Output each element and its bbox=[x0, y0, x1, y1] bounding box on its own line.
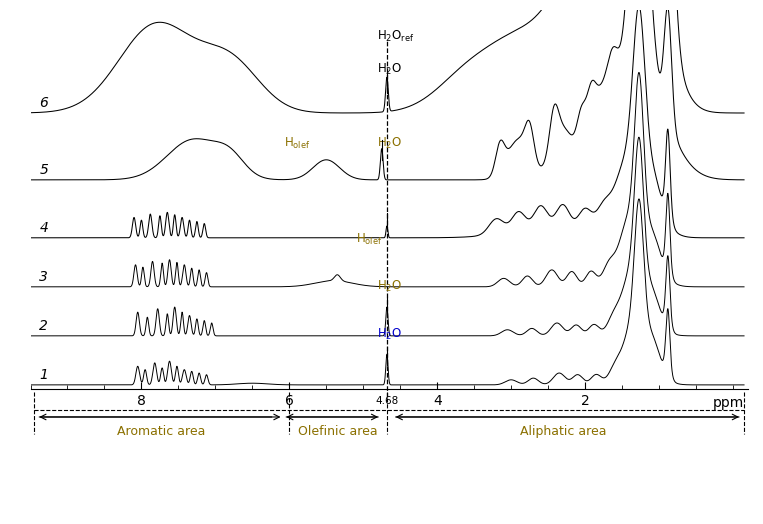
Text: H$_2$O: H$_2$O bbox=[377, 327, 402, 342]
Text: H$_2$O: H$_2$O bbox=[377, 136, 402, 151]
Text: 4.68: 4.68 bbox=[375, 397, 398, 407]
Text: 2: 2 bbox=[40, 319, 48, 333]
Text: H$_2$O$_{\mathregular{ref}}$: H$_2$O$_{\mathregular{ref}}$ bbox=[377, 29, 414, 45]
Text: 3: 3 bbox=[40, 270, 48, 284]
Text: H$_{\mathregular{olef}}$: H$_{\mathregular{olef}}$ bbox=[356, 232, 382, 247]
Text: Aromatic area: Aromatic area bbox=[118, 425, 205, 438]
Text: 6: 6 bbox=[40, 96, 48, 111]
Text: ppm: ppm bbox=[713, 397, 744, 410]
Text: H$_{\mathregular{olef}}$: H$_{\mathregular{olef}}$ bbox=[284, 136, 310, 151]
Text: H$_2$O: H$_2$O bbox=[377, 62, 402, 78]
Text: 1: 1 bbox=[40, 368, 48, 382]
Text: 4: 4 bbox=[40, 221, 48, 235]
Text: 5: 5 bbox=[40, 163, 48, 177]
Text: H$_2$O: H$_2$O bbox=[377, 279, 402, 294]
Text: Olefinic area: Olefinic area bbox=[298, 425, 377, 438]
Text: Aliphatic area: Aliphatic area bbox=[520, 425, 606, 438]
